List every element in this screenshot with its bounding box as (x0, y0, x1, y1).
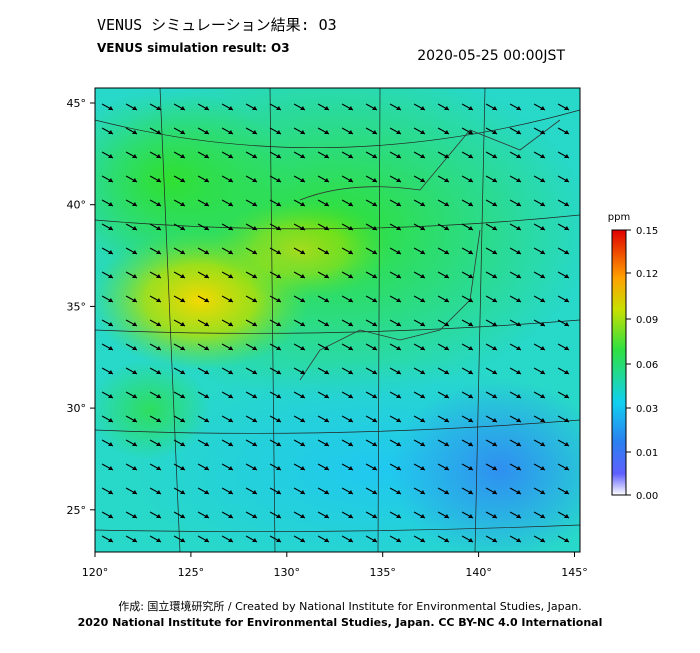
lat-tick-label: 25° (67, 504, 87, 517)
credit: 作成: 国立環境研究所 / Created by National Instit… (118, 599, 582, 613)
lon-tick-label: 125° (178, 566, 205, 579)
lon-tick-label: 145° (561, 566, 588, 579)
colorbar-tick-label: 0.15 (636, 226, 658, 237)
lat-axis: 45° 40° 35° 30° 25° (67, 97, 95, 517)
lat-tick-label: 35° (67, 300, 87, 313)
title: VENUS シミュレーション結果: O3 (97, 16, 337, 34)
colorbar-unit: ppm (608, 212, 630, 223)
colorbar (611, 229, 627, 496)
map-field (95, 88, 580, 552)
lon-tick-label: 135° (369, 566, 396, 579)
lat-tick-label: 40° (67, 199, 87, 212)
lon-axis: 120° 125° 130° 135° 140° 145° (82, 552, 588, 579)
colorbar-tick-label: 0.01 (636, 448, 658, 459)
subtitle: VENUS simulation result: O3 (97, 41, 290, 55)
timestamp: 2020-05-25 00:00JST (417, 48, 565, 64)
lon-tick-label: 140° (465, 566, 492, 579)
colorbar-tick-label: 0.06 (636, 360, 658, 371)
colorbar-tick-label: 0.09 (636, 315, 658, 326)
colorbar-tick-label: 0.03 (636, 404, 658, 415)
lat-tick-label: 45° (67, 97, 87, 110)
copyright: 2020 National Institute for Environmenta… (78, 616, 603, 629)
lat-tick-label: 30° (67, 402, 87, 415)
colorbar-ticks: 0.15 0.12 0.09 0.06 0.03 0.01 0.00 (626, 226, 658, 502)
colorbar-tick-label: 0.12 (636, 269, 658, 280)
map-frame (94, 87, 581, 553)
lon-tick-label: 120° (82, 566, 109, 579)
lon-tick-label: 130° (274, 566, 301, 579)
colorbar-tick-label: 0.00 (636, 491, 658, 502)
